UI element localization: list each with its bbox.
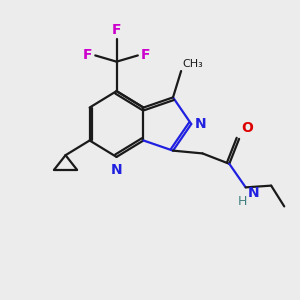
Text: F: F [83,48,93,62]
Text: F: F [140,48,150,62]
Text: N: N [195,117,207,131]
Text: N: N [247,186,259,200]
Text: N: N [111,163,122,177]
Text: CH₃: CH₃ [183,59,203,69]
Text: O: O [242,122,254,135]
Text: F: F [112,23,121,38]
Text: H: H [238,195,247,208]
